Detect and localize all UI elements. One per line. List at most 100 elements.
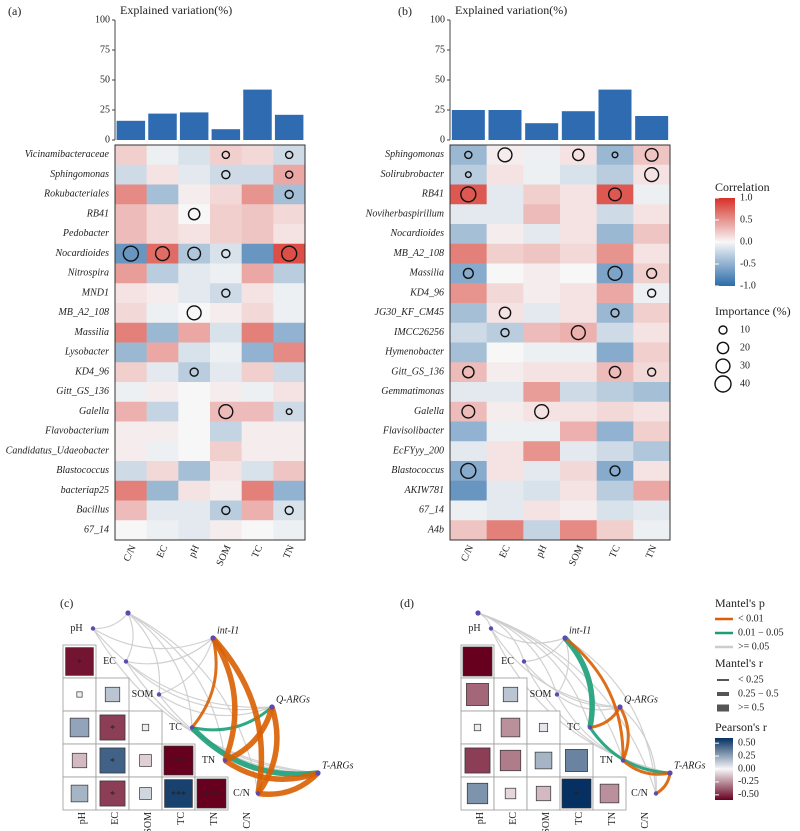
mantel-link [92, 628, 273, 708]
heat-cell [115, 342, 147, 363]
size-key [714, 375, 732, 393]
source-node [617, 704, 623, 710]
heat-cell [560, 382, 597, 403]
heat-cell [523, 303, 561, 324]
heat-cell [523, 421, 561, 442]
importance-circle [460, 186, 477, 203]
bar [148, 113, 177, 140]
heat-cell [633, 283, 671, 304]
importance-circle [284, 189, 294, 200]
heat-cell [633, 382, 671, 403]
y-tick-label: 25 [435, 104, 445, 115]
pearson-square [466, 782, 489, 805]
colorbar-label: 0.50 [738, 737, 756, 748]
heat-frame [114, 144, 306, 541]
pearson-square [76, 691, 83, 698]
mantel-link [127, 612, 259, 794]
panel-label: (a) [8, 4, 21, 18]
heat-cell [633, 362, 671, 383]
heat-cell [210, 461, 242, 482]
mantel-link [564, 636, 625, 761]
heat-cell [560, 303, 597, 324]
heat-cell [210, 382, 242, 403]
heat-cell [523, 520, 561, 541]
heat-cell [450, 303, 487, 324]
heat-cell [241, 283, 274, 304]
heat-cell [596, 224, 634, 245]
heat-cell [450, 204, 487, 225]
row-label: AKIW781 [404, 485, 444, 496]
importance-circle [284, 170, 294, 179]
x-tick-label: C/N [640, 812, 651, 829]
heat-cell [560, 401, 597, 422]
x-tick-label: EC [497, 543, 513, 560]
heat-cell [633, 401, 671, 422]
heat-cell [273, 283, 306, 304]
x-tick-label: TN [209, 812, 220, 825]
mantel-link [618, 706, 630, 762]
heat-cell [596, 243, 634, 264]
heat-cell [210, 184, 242, 205]
bar [561, 111, 595, 140]
heat-cell [560, 204, 597, 225]
mantel-link [210, 636, 265, 794]
heat-cell [560, 322, 597, 343]
x-tick-label: TN [281, 544, 297, 561]
target-node [653, 791, 659, 796]
heat-cell [596, 263, 634, 284]
heat-cell [115, 224, 147, 245]
heat-cell [596, 441, 634, 462]
heat-cell [241, 362, 274, 383]
heat-cell [210, 224, 242, 245]
r-label: < 0.25 [738, 674, 764, 685]
mantel-link [125, 637, 214, 665]
heat-cell [273, 362, 306, 383]
heat-cell [486, 401, 524, 422]
heat-cell [210, 303, 242, 324]
diag-label: TC [567, 722, 580, 733]
heat-cell [146, 204, 179, 225]
source-label: Q-ARGs [624, 694, 658, 705]
pearson-square [164, 779, 193, 808]
heat-cell [596, 303, 634, 324]
pearson-square [535, 785, 552, 802]
pearson-square [504, 787, 517, 800]
heat-cell [146, 480, 179, 501]
target-node [255, 791, 261, 796]
row-label: Sphingomonas [50, 169, 109, 180]
x-tick-label: SOM [214, 544, 233, 568]
colorbar-label: 1.0 [740, 192, 753, 203]
importance-circle [570, 324, 586, 341]
heat-cell [560, 263, 597, 284]
row-label: Vicinamibacteraceae [25, 149, 110, 160]
importance-circle [500, 327, 510, 338]
heat-cell [560, 283, 597, 304]
x-tick-label: EC [155, 543, 171, 560]
diag-label: SOM [132, 689, 154, 700]
heat-cell [450, 480, 487, 501]
heat-cell [210, 204, 242, 225]
heat-cell [273, 401, 306, 422]
heat-cell [115, 322, 147, 343]
heat-cell [241, 243, 274, 264]
heat-cell [115, 382, 147, 403]
source-node [475, 610, 481, 616]
row-label: Pedobacter [62, 228, 109, 239]
heat-cell [596, 480, 634, 501]
heat-cell [241, 461, 274, 482]
diag-label: C/N [631, 788, 648, 799]
heat-cell [210, 441, 242, 462]
pearson-square [499, 749, 522, 772]
heat-cell [115, 461, 147, 482]
row-label: MB_A2_108 [392, 248, 444, 259]
pearson-square [473, 723, 482, 732]
heat-cell [115, 263, 147, 284]
target-node [90, 626, 96, 631]
pearson-square [502, 686, 519, 703]
bar [451, 110, 485, 140]
heat-cell [178, 421, 211, 442]
importance-circle [464, 171, 472, 179]
bar-title: Explained variation(%) [455, 3, 567, 17]
y-tick-label: 100 [430, 14, 445, 25]
target-node [587, 725, 593, 730]
